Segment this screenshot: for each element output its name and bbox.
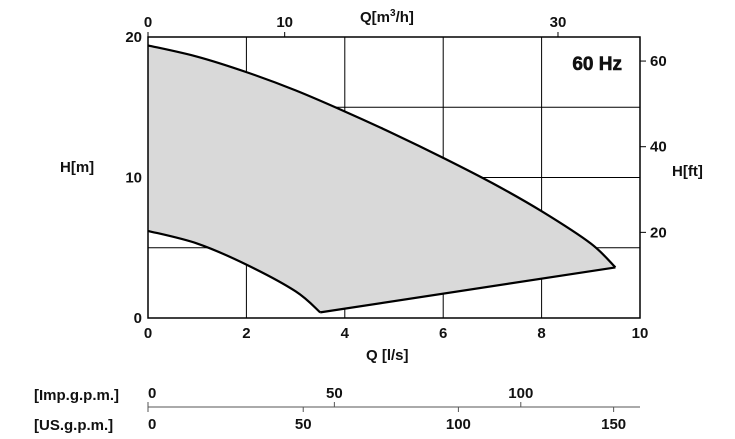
- x-tick-label: 2: [242, 325, 250, 342]
- frequency-annotation: 60 Hz: [572, 54, 622, 75]
- x-tick-label: 6: [439, 325, 447, 342]
- y-left-tick-label: 0: [134, 310, 142, 327]
- us-gpm-scale-label: [US.g.p.m.]: [34, 417, 113, 434]
- x-bottom-axis-title: Q [l/s]: [366, 347, 409, 364]
- y-left-tick-label: 10: [125, 170, 142, 187]
- gpm-scale-ticks: 0 50 100 0 50 100 150: [147, 385, 626, 433]
- x-top-tick-label: 0: [144, 14, 152, 31]
- us-gpm-tick-label: 150: [601, 416, 626, 433]
- y-left-tick-label: 20: [125, 29, 142, 46]
- lower-envelope-curve: [147, 229, 321, 314]
- imp-gpm-scale-label: [Imp.g.p.m.]: [34, 387, 119, 404]
- x-tick-label: 8: [537, 325, 545, 342]
- x-tick-label: 4: [341, 325, 350, 342]
- y-right-tick-label: 60: [650, 53, 667, 70]
- us-gpm-tick-label: 100: [446, 416, 471, 433]
- x-top-tick-label: 10: [276, 14, 293, 31]
- tick-labels: 0 2 4 6 8 10 0 10 20 20 40 60 0 10 30: [125, 14, 666, 342]
- us-gpm-tick-label: 0: [148, 416, 156, 433]
- right-envelope-curve: [320, 266, 616, 314]
- y-left-axis-title: H[m]: [60, 159, 94, 176]
- plot-frame: [147, 36, 641, 319]
- x-tick-label: 0: [144, 325, 152, 342]
- imp-gpm-tick-label: 100: [508, 385, 533, 402]
- y-right-tick-label: 20: [650, 224, 667, 241]
- y-right-tick-label: 40: [650, 139, 667, 156]
- operating-envelope-area: [148, 45, 616, 313]
- y-right-axis-title: H[ft]: [672, 163, 703, 180]
- upper-envelope-curve: [147, 44, 617, 269]
- x-tick-label: 10: [632, 325, 649, 342]
- imp-gpm-tick-label: 50: [326, 385, 343, 402]
- imp-gpm-tick-label: 0: [148, 385, 156, 402]
- x-top-axis-title: Q[m3/h]: [360, 8, 414, 26]
- us-gpm-tick-label: 50: [295, 416, 312, 433]
- x-top-tick-label: 30: [550, 14, 567, 31]
